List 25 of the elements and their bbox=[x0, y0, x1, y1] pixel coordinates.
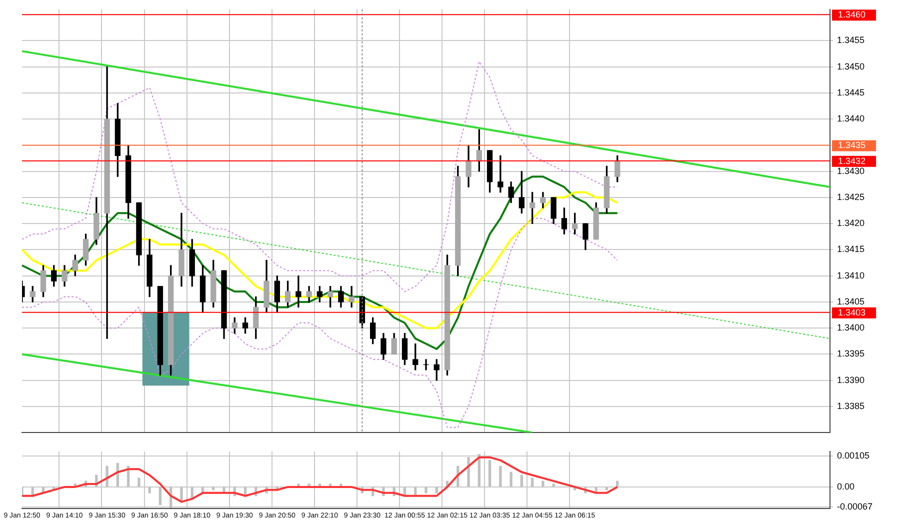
ref-line-label: 1.3432 bbox=[838, 156, 866, 166]
y-tick-label: 1.3405 bbox=[837, 296, 865, 306]
y-tick-label: 1.3400 bbox=[837, 322, 865, 333]
y-tick-label: -0.00067 bbox=[837, 501, 873, 512]
y-tick-label: 1.3430 bbox=[837, 166, 865, 176]
y-tick-label: 1.3450 bbox=[837, 61, 865, 72]
candlestick bbox=[296, 276, 302, 308]
y-tick-label: 1.3395 bbox=[837, 348, 865, 359]
line-series bbox=[22, 61, 618, 292]
y-tick-label: 1.3445 bbox=[837, 87, 865, 98]
line-series bbox=[22, 218, 618, 428]
y-tick-label: 1.3410 bbox=[837, 270, 865, 280]
y-tick-label: 1.3420 bbox=[837, 218, 865, 228]
y-tick-label: 0.00105 bbox=[837, 450, 870, 460]
candlestick bbox=[498, 155, 504, 193]
y-tick-label: 1.3385 bbox=[837, 400, 865, 411]
ref-line-label: 1.3460 bbox=[838, 10, 866, 20]
y-tick-label: 1.3440 bbox=[837, 114, 865, 124]
y-tick-label: 1.3390 bbox=[837, 374, 865, 385]
y-tick-label: 1.3425 bbox=[837, 192, 865, 202]
y-tick-label: 1.3415 bbox=[837, 244, 865, 254]
ref-line-label: 1.3435 bbox=[838, 140, 866, 150]
y-tick-label: 0.00 bbox=[837, 481, 855, 492]
ref-line-label: 1.3403 bbox=[838, 307, 866, 318]
y-tick-label: 1.3455 bbox=[837, 35, 865, 46]
